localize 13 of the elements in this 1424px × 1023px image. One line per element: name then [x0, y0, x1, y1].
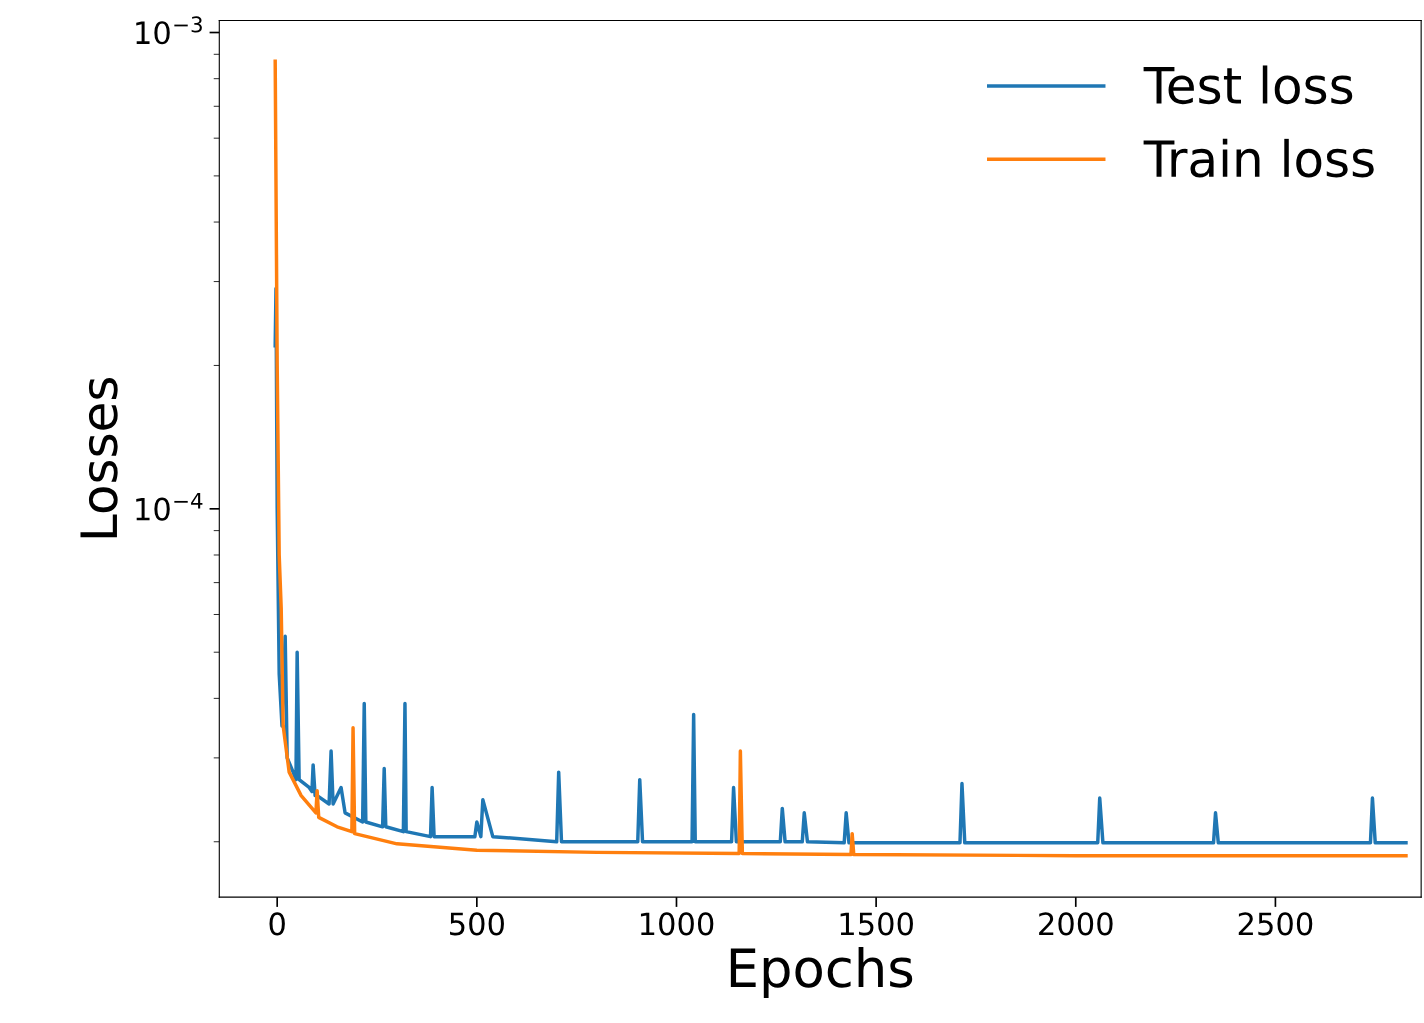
line-series: [273, 59, 1408, 858]
legend-label: Test loss: [1143, 65, 1353, 105]
y-tick-label: 10$^{−4}$: [136, 492, 203, 521]
y-tick-label: 10$^{−3}$: [136, 16, 202, 45]
y-axis-title: Losses: [80, 378, 118, 538]
legend-label: Train loss: [1143, 138, 1374, 178]
x-axis-title: Epochs: [730, 946, 913, 998]
x-tick-label: 2000: [1039, 912, 1113, 936]
x-tick-label: 2500: [1238, 912, 1313, 936]
x-tick-label: 0: [269, 912, 285, 936]
x-tick-label: 500: [450, 912, 504, 936]
x-tick-label: 1500: [840, 912, 913, 936]
x-tick-label: 1000: [640, 912, 714, 936]
